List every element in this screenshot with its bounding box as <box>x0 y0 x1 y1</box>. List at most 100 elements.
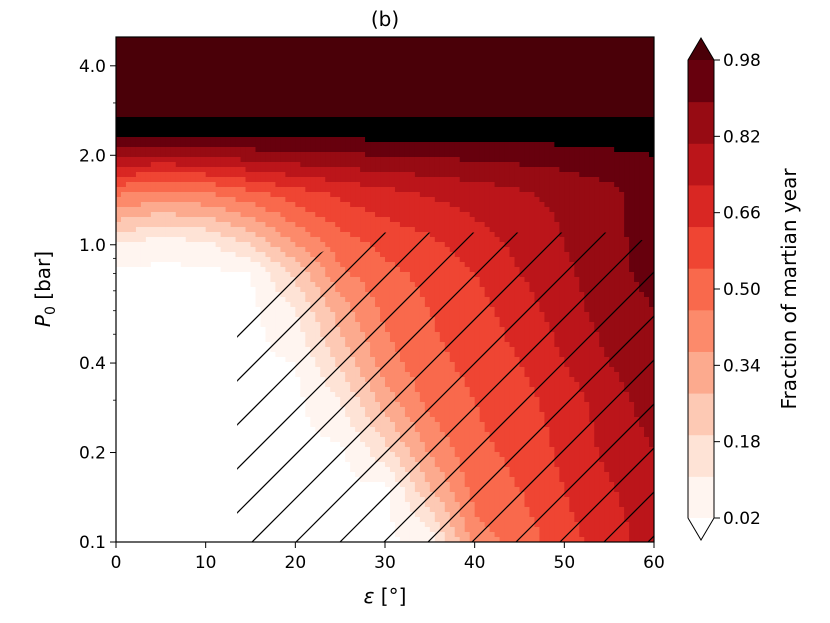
heatmap-cell <box>574 207 580 213</box>
heatmap-cell <box>529 37 536 43</box>
heatmap-cell <box>414 112 421 118</box>
heatmap-cell <box>414 227 421 233</box>
heatmap-cell <box>544 102 550 108</box>
heatmap-cell <box>310 107 316 113</box>
heatmap-cell <box>340 67 346 73</box>
heatmap-cell <box>589 187 595 193</box>
heatmap-cell <box>250 57 257 63</box>
heatmap-cell <box>564 162 570 168</box>
heatmap-cell <box>609 232 615 238</box>
heatmap-cell <box>140 177 147 183</box>
heatmap-cell <box>564 192 570 198</box>
heatmap-cell <box>275 192 281 198</box>
heatmap-cell <box>424 207 431 213</box>
heatmap-cell <box>649 197 654 203</box>
heatmap-cell <box>335 57 341 63</box>
heatmap-cell <box>554 117 560 123</box>
heatmap-cell <box>120 157 127 163</box>
heatmap-cell <box>619 147 625 153</box>
heatmap-cell <box>190 77 197 83</box>
heatmap-cell <box>116 257 122 263</box>
heatmap-cell <box>195 222 202 228</box>
heatmap-cell <box>220 257 227 263</box>
heatmap-cell <box>539 197 546 203</box>
heatmap-cell <box>519 117 526 123</box>
heatmap-cell <box>629 167 635 173</box>
heatmap-cell <box>424 142 431 148</box>
heatmap-cell <box>594 127 600 133</box>
heatmap-cell <box>180 157 187 163</box>
heatmap-cell <box>325 127 331 133</box>
heatmap-cell <box>399 52 406 58</box>
heatmap-cell <box>365 122 371 128</box>
heatmap-cell <box>419 92 426 98</box>
heatmap-cell <box>629 112 635 118</box>
heatmap-cell <box>594 112 600 118</box>
heatmap-cell <box>305 147 311 153</box>
heatmap-cell <box>524 127 531 133</box>
heatmap-cell <box>509 207 516 213</box>
heatmap-cell <box>140 72 147 78</box>
heatmap-cell <box>116 117 122 123</box>
heatmap-cell <box>449 157 456 163</box>
heatmap-cell <box>140 187 147 193</box>
heatmap-cell <box>414 232 421 238</box>
heatmap-cell <box>160 102 167 108</box>
heatmap-cell <box>330 107 336 113</box>
heatmap-cell <box>589 257 595 263</box>
heatmap-cell <box>205 152 212 158</box>
heatmap-cell <box>559 122 565 128</box>
heatmap-cell <box>389 157 396 163</box>
heatmap-cell <box>355 162 361 168</box>
heatmap-cell <box>499 252 506 258</box>
heatmap-cell <box>340 97 346 103</box>
heatmap-cell <box>429 172 436 178</box>
heatmap-cell <box>240 57 247 63</box>
heatmap-cell <box>449 77 456 83</box>
heatmap-cell <box>644 57 650 63</box>
heatmap-cell <box>469 197 476 203</box>
heatmap-cell <box>200 117 207 123</box>
heatmap-cell <box>409 67 416 73</box>
heatmap-cell <box>130 47 137 53</box>
heatmap-cell <box>195 127 202 133</box>
heatmap-cell <box>255 197 262 203</box>
heatmap-cell <box>245 142 252 148</box>
heatmap-cell <box>439 127 446 133</box>
heatmap-cell <box>345 182 351 188</box>
heatmap-cell <box>145 242 152 248</box>
heatmap-cell <box>305 257 311 263</box>
heatmap-cell <box>499 87 506 93</box>
heatmap-cell <box>340 182 346 188</box>
heatmap-cell <box>160 262 167 268</box>
heatmap-cell <box>360 52 366 58</box>
heatmap-cell <box>439 177 446 183</box>
heatmap-cell <box>519 207 526 213</box>
heatmap-cell <box>385 92 391 98</box>
heatmap-cell <box>315 47 321 53</box>
heatmap-cell <box>230 37 237 43</box>
heatmap-cell <box>325 142 331 148</box>
heatmap-cell <box>285 127 291 133</box>
heatmap-cell <box>549 132 555 138</box>
heatmap-cell <box>235 232 242 238</box>
heatmap-cell <box>290 132 296 138</box>
heatmap-cell <box>220 177 227 183</box>
heatmap-cell <box>469 247 476 253</box>
heatmap-cell <box>116 107 122 113</box>
heatmap-cell <box>439 117 446 123</box>
heatmap-cell <box>170 152 177 158</box>
heatmap-cell <box>514 67 521 73</box>
heatmap-cell <box>295 247 301 253</box>
heatmap-cell <box>634 162 640 168</box>
heatmap-cell <box>639 242 645 248</box>
heatmap-cell <box>514 192 521 198</box>
heatmap-cell <box>250 177 257 183</box>
heatmap-cell <box>275 242 281 248</box>
heatmap-cell <box>200 87 207 93</box>
heatmap-cell <box>524 67 531 73</box>
heatmap-cell <box>549 142 555 148</box>
heatmap-cell <box>305 57 311 63</box>
heatmap-cell <box>639 157 645 163</box>
heatmap-cell <box>494 162 501 168</box>
